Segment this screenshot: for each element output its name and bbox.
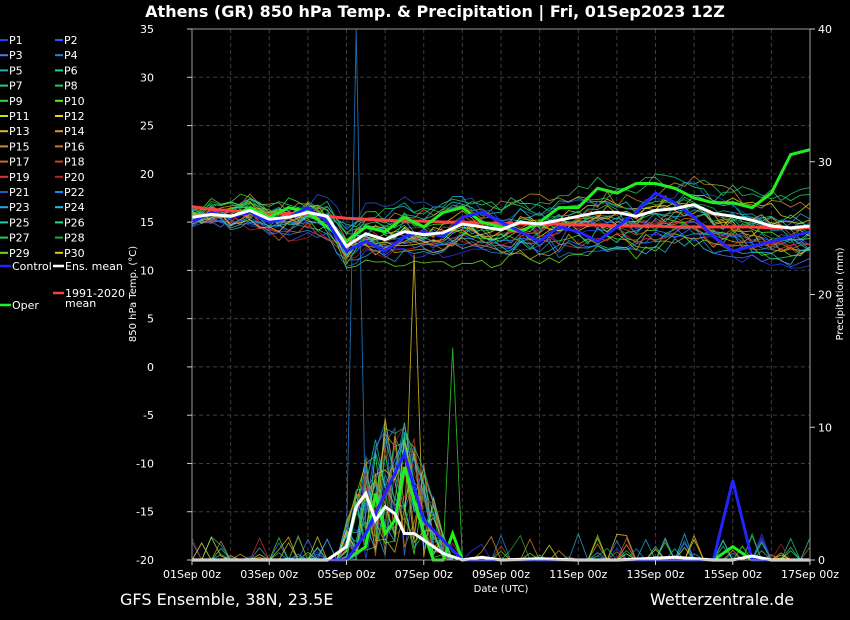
footer-model-info: GFS Ensemble, 38N, 23.5E bbox=[120, 590, 333, 609]
legend-label: P2 bbox=[64, 34, 78, 47]
x-ticks: 01Sep 00z 03Sep 00z 05Sep 00z 07Sep 00z 09Se… bbox=[163, 560, 839, 581]
left-tick-label: 0 bbox=[147, 361, 154, 374]
legend-label: P8 bbox=[64, 80, 78, 93]
footer-site-name: Wetterzentrale.de bbox=[650, 590, 794, 609]
left-tick-label: -15 bbox=[136, 506, 154, 519]
right-y-axis-label: Precipitation (mm) bbox=[835, 247, 846, 340]
precip-line-oper bbox=[192, 466, 810, 562]
legend-label: P3 bbox=[9, 49, 23, 62]
legend-label: P21 bbox=[9, 186, 30, 199]
legend-label: P14 bbox=[64, 125, 85, 138]
left-tick-label: 35 bbox=[140, 23, 154, 36]
legend-label: P27 bbox=[9, 232, 30, 245]
legend-label: P16 bbox=[64, 140, 85, 153]
temp-line-oper bbox=[191, 148, 811, 244]
left-tick-label: -20 bbox=[136, 554, 154, 567]
right-tick-label: 0 bbox=[818, 554, 825, 567]
legend-label: P22 bbox=[64, 186, 85, 199]
x-axis-label: Date (UTC) bbox=[474, 584, 529, 595]
legend-label: P11 bbox=[9, 110, 30, 123]
ensemble-temp-p4 bbox=[191, 213, 811, 259]
ensemble-temp-p22 bbox=[191, 217, 811, 257]
legend-label: P23 bbox=[9, 201, 30, 214]
left-tick-label: 25 bbox=[140, 120, 154, 133]
legend-label: P19 bbox=[9, 171, 30, 184]
x-tick-label: 05Sep 00z bbox=[318, 568, 376, 581]
legend-label: Oper bbox=[12, 299, 39, 312]
chart-title: Athens (GR) 850 hPa Temp. & Precipitatio… bbox=[145, 2, 725, 22]
ensemble-temp-p24 bbox=[191, 198, 811, 265]
ensemble-temp-p14 bbox=[191, 193, 811, 260]
legend-label: P6 bbox=[64, 64, 78, 77]
legend-label: P28 bbox=[64, 232, 85, 245]
x-tick-label: 15Sep 00z bbox=[704, 568, 762, 581]
legend-label: P17 bbox=[9, 156, 30, 169]
x-tick-label: 01Sep 00z bbox=[163, 568, 221, 581]
legend-label: P7 bbox=[9, 80, 23, 93]
legend-label: Control bbox=[12, 260, 52, 273]
ensemble-temp-p9 bbox=[191, 193, 811, 260]
right-tick-label: 20 bbox=[818, 289, 832, 302]
x-tick-label: 13Sep 00z bbox=[627, 568, 685, 581]
x-tick-label: 17Sep 00z bbox=[781, 568, 839, 581]
legend-label: P20 bbox=[64, 171, 85, 184]
legend-label: P9 bbox=[9, 95, 23, 108]
legend-label: mean bbox=[65, 297, 96, 310]
legend-label: P26 bbox=[64, 216, 85, 229]
legend-label: Ens. mean bbox=[65, 260, 123, 273]
ensemble-temp-p29 bbox=[191, 197, 811, 269]
x-tick-label: 03Sep 00z bbox=[240, 568, 298, 581]
temp-line-control bbox=[191, 191, 811, 254]
legend-label: P30 bbox=[64, 247, 85, 260]
ensemble-temp-p27 bbox=[191, 173, 811, 242]
right-tick-label: 30 bbox=[818, 156, 832, 169]
left-tick-label: 15 bbox=[140, 216, 154, 229]
x-tick-label: 11Sep 00z bbox=[549, 568, 607, 581]
left-tick-label: 10 bbox=[140, 264, 154, 277]
legend: P1 P2 P3 P4 P5 P6 P7 P8 P9 P10 P11 P12 P13 P14 P15 P16 P… bbox=[0, 34, 125, 312]
ensemble-temp-p19 bbox=[191, 206, 811, 251]
left-y-axis-label: 850 hPa Temp. (°C) bbox=[128, 246, 139, 342]
legend-label: P4 bbox=[64, 49, 78, 62]
temp-line-ens-mean bbox=[191, 203, 811, 249]
ensemble-temp-p15 bbox=[191, 175, 811, 241]
legend-label: P25 bbox=[9, 216, 30, 229]
legend-label: P12 bbox=[64, 110, 85, 123]
legend-label: P29 bbox=[9, 247, 30, 260]
left-tick-label: 5 bbox=[147, 313, 154, 326]
x-tick-label: 07Sep 00z bbox=[395, 568, 453, 581]
legend-label: P18 bbox=[64, 156, 85, 169]
legend-label: 1991-2020 bbox=[65, 287, 125, 300]
legend-label: P13 bbox=[9, 125, 30, 138]
left-tick-label: -5 bbox=[143, 409, 154, 422]
right-tick-label: 10 bbox=[818, 421, 832, 434]
left-tick-label: -10 bbox=[136, 457, 154, 470]
legend-label: P15 bbox=[9, 140, 30, 153]
legend-label: P1 bbox=[9, 34, 23, 47]
left-tick-label: 20 bbox=[140, 168, 154, 181]
left-tick-label: 30 bbox=[140, 71, 154, 84]
right-tick-label: 40 bbox=[818, 23, 832, 36]
legend-label: P24 bbox=[64, 201, 85, 214]
right-y-ticks: 40 30 20 10 0 bbox=[810, 23, 832, 567]
left-y-ticks: 35 30 25 20 15 10 5 0 -5 -10 -15 -20 bbox=[136, 23, 192, 567]
legend-label: P10 bbox=[64, 95, 85, 108]
x-tick-label: 09Sep 00z bbox=[472, 568, 530, 581]
legend-label: P5 bbox=[9, 64, 23, 77]
